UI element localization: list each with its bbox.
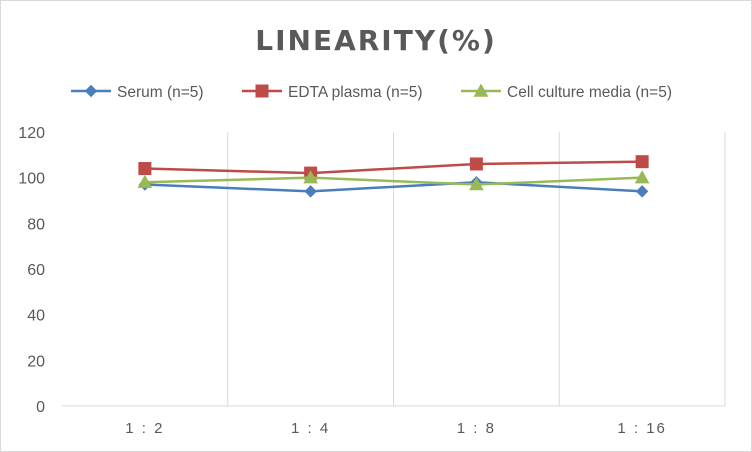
series-group [137,170,650,191]
series-layer [137,155,650,198]
legend-marker [255,84,269,98]
legend-label: EDTA plasma (n=5) [288,84,423,101]
y-tick-label: 0 [36,399,45,416]
series-line [144,176,643,186]
data-point [304,185,317,198]
x-tick-label: 1 : 8 [457,420,496,437]
x-axis: 1 : 2 1 : 4 1 : 8 1 : 16 [62,405,725,437]
legend: Serum (n=5) EDTA plasma (n=5) Cell culture… [71,83,672,101]
legend-entry: Serum (n=5) [71,84,204,101]
data-point [635,185,649,198]
x-tick-label: 1 : 4 [291,420,330,437]
y-tick-label: 120 [18,125,45,142]
series-line [144,180,643,193]
data-point [138,162,152,176]
data-point [137,174,153,188]
data-point [303,170,318,184]
chart-title: LINEARITY(%) [255,24,497,57]
series-line [144,160,643,175]
x-tick-label: 1 : 2 [125,420,164,437]
legend-label: Cell culture media (n=5) [507,84,672,101]
y-tick-label: 80 [27,216,45,233]
data-point [469,157,483,171]
series-group [138,155,649,180]
y-tick-label: 100 [18,171,45,188]
y-axis: 0 20 40 60 80 100 120 [18,125,45,416]
y-tick-label: 60 [27,262,45,279]
grid [227,132,726,406]
data-point [635,155,649,169]
x-tick-label: 1 : 16 [617,420,667,437]
data-point [469,176,484,191]
data-point [634,170,650,184]
legend-entry: EDTA plasma (n=5) [242,84,423,101]
legend-entry: Cell culture media (n=5) [461,83,672,101]
legend-marker [84,84,98,98]
y-tick-label: 20 [27,353,45,370]
legend-marker [473,83,489,97]
y-tick-label: 40 [27,308,45,325]
legend-label: Serum (n=5) [117,84,204,101]
